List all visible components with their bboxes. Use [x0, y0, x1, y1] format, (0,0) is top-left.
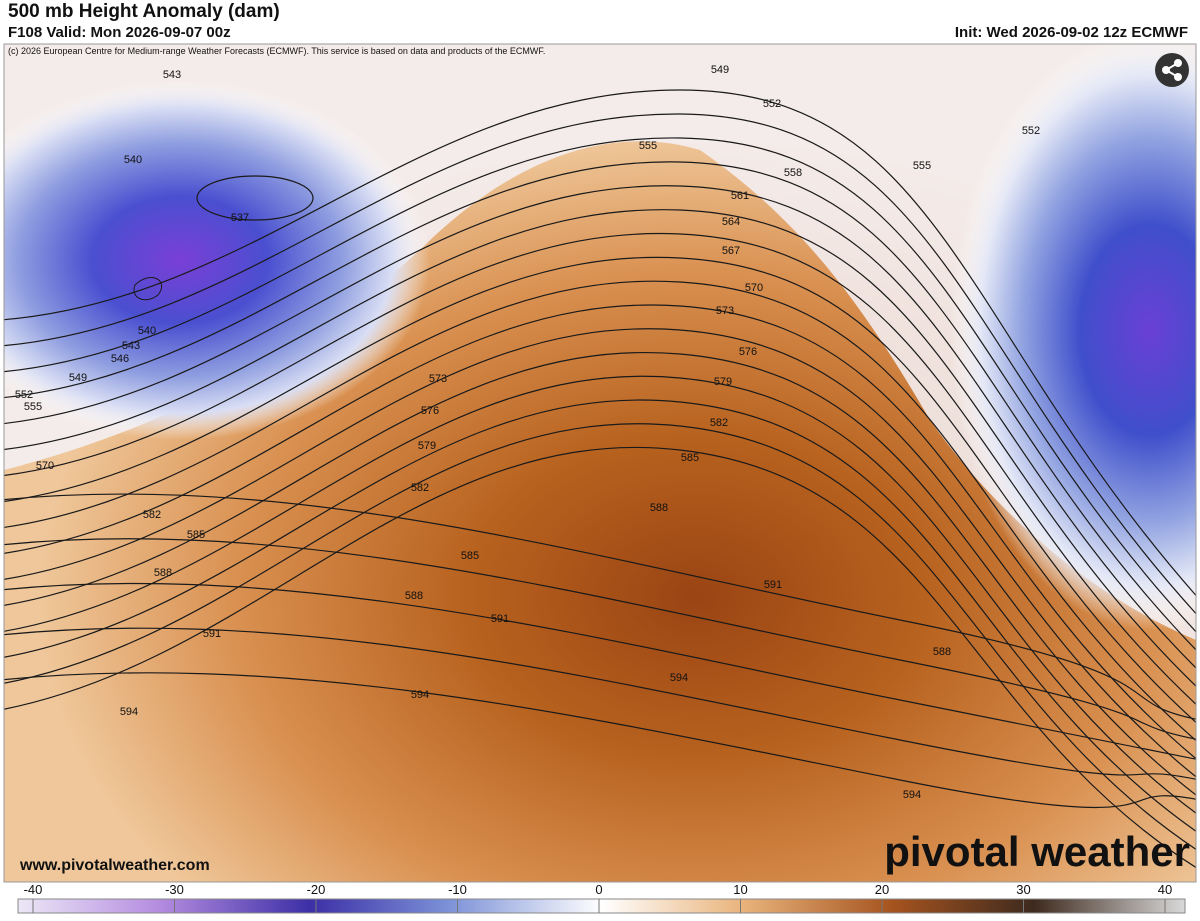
contour-line: [4, 493, 1196, 720]
colorbar-tick-label: 40: [1158, 882, 1172, 897]
copyright: (c) 2026 European Centre for Medium-rang…: [8, 46, 545, 56]
contour-label: 588: [933, 646, 951, 658]
share-icon: [1162, 59, 1182, 81]
colorbar: [17, 898, 1186, 914]
colorbar-tick-label: 10: [733, 882, 747, 897]
website: www.pivotalweather.com: [19, 857, 210, 874]
contour-label: 567: [722, 245, 740, 257]
contour-label: 555: [24, 401, 42, 413]
colorbar-tick-label: 0: [595, 882, 602, 897]
contour-line: [4, 399, 1196, 832]
contour-label: 558: [784, 167, 802, 179]
contour-label: 555: [913, 160, 931, 172]
contour-label: 552: [1022, 125, 1040, 137]
contour-line: [4, 538, 1196, 740]
contour-line: [133, 277, 163, 301]
contour-line: [4, 423, 1196, 850]
valid-time: F108 Valid: Mon 2026-09-07 00z: [8, 24, 231, 41]
contour-label: 579: [714, 376, 732, 388]
contour-label: 594: [903, 789, 921, 801]
contour-line: [4, 627, 1196, 780]
contour-label: 543: [163, 69, 181, 81]
contour-line: [4, 582, 1196, 760]
contour-label: 594: [670, 672, 688, 684]
colorbar-tick-label: 30: [1016, 882, 1030, 897]
contour-label: 552: [763, 98, 781, 110]
contour-line: [4, 232, 1196, 706]
contour-label: 564: [722, 216, 740, 228]
contour-line: [4, 375, 1196, 814]
contour-label: 540: [124, 154, 142, 166]
contour-label: 579: [418, 440, 436, 452]
map-field: 5435405375405435465495525555705825855885…: [4, 44, 1196, 882]
colorbar-tick-label: -40: [24, 882, 43, 897]
contour-line: [4, 137, 1196, 633]
contour-label: 582: [710, 417, 728, 429]
contour-labels: 5435405375405435465495525555705825855885…: [15, 64, 1040, 801]
low-east: [950, 44, 1196, 630]
contour-label: 588: [154, 567, 172, 579]
contour-label: 588: [650, 502, 668, 514]
contour-line: [4, 209, 1196, 687]
contour-line: [4, 328, 1196, 778]
contour-label: 585: [187, 529, 205, 541]
map-title: 500 mb Height Anomaly (dam): [8, 1, 280, 22]
contour-line: [4, 672, 1196, 809]
contour-label: 585: [681, 452, 699, 464]
colorbar-tick-label: 20: [875, 882, 889, 897]
share-button[interactable]: [1155, 53, 1189, 87]
contour-line: [4, 113, 1196, 615]
contour-line: [196, 175, 314, 221]
contour-label: 588: [405, 590, 423, 602]
contour-label: 576: [421, 405, 439, 417]
contour-label: 573: [716, 305, 734, 317]
contour-line: [4, 161, 1196, 651]
contour-label: 594: [411, 689, 429, 701]
contour-label: 591: [764, 579, 782, 591]
contour-label: 591: [491, 613, 509, 625]
contour-label: 552: [15, 389, 33, 401]
colorbar-ticks: -40 -30 -20 -10 0 10 20 30 40: [24, 882, 1172, 913]
contour-label: 585: [461, 550, 479, 562]
contour-label: 549: [711, 64, 729, 76]
contour-label: 549: [69, 372, 87, 384]
contour-label: 594: [120, 706, 138, 718]
contour-line: [4, 280, 1196, 742]
contours: [4, 89, 1196, 869]
contour-line: [4, 256, 1196, 724]
contour-label: 546: [111, 353, 129, 365]
contour-line: [4, 304, 1196, 760]
contour-line: [4, 352, 1196, 796]
contour-label: 555: [639, 140, 657, 152]
contour-label: 573: [429, 373, 447, 385]
colorbar-tick-label: -30: [165, 882, 184, 897]
contour-label: 582: [143, 509, 161, 521]
contour-label: 591: [203, 628, 221, 640]
contour-line: [4, 446, 1196, 869]
contour-label: 582: [411, 482, 429, 494]
init-time: Init: Wed 2026-09-02 12z ECMWF: [954, 24, 1188, 41]
logo: pivotal weather: [884, 828, 1190, 875]
contour-label: 537: [231, 212, 249, 224]
contour-label: 540: [138, 325, 156, 337]
contour-label: 570: [745, 282, 763, 294]
colorbar-tick-label: -20: [307, 882, 326, 897]
contour-line: [4, 185, 1196, 669]
colorbar-tick-label: -10: [448, 882, 467, 897]
contour-label: 570: [36, 460, 54, 472]
contour-label: 543: [122, 340, 140, 352]
map-border: [3, 43, 1197, 883]
contour-label: 561: [731, 190, 749, 202]
contour-label: 576: [739, 346, 757, 358]
contour-line: [4, 89, 1196, 597]
